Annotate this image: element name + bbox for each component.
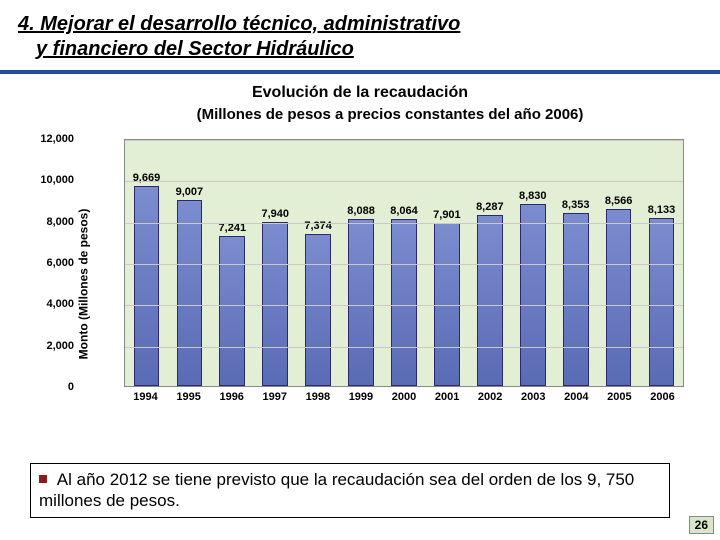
heading-line2: y financiero del Sector Hidráulico	[18, 38, 354, 60]
bar-slot: 9,007	[168, 140, 211, 386]
bar-value-label: 7,374	[304, 220, 332, 232]
bar-value-label: 8,287	[476, 201, 504, 213]
bar-slot: 8,088	[340, 140, 383, 386]
gridline	[125, 347, 683, 348]
chart-subtitle: (Millones de pesos a precios constantes …	[0, 106, 720, 123]
bar-slot: 7,241	[211, 140, 254, 386]
bar-rect	[606, 209, 632, 386]
y-tick-label: 8,000	[40, 216, 80, 228]
bar-value-label: 8,566	[605, 195, 633, 207]
x-tick-label: 2003	[512, 391, 555, 411]
x-tick-label: 1999	[339, 391, 382, 411]
bar-rect	[177, 200, 203, 386]
y-tick-label: 10,000	[40, 174, 80, 186]
x-tick-label: 2000	[382, 391, 425, 411]
bar-rect	[262, 222, 288, 386]
revenue-chart: Monto (Millones de pesos) 9,6699,0077,24…	[10, 129, 710, 439]
gridline	[125, 181, 683, 182]
gridline	[125, 264, 683, 265]
x-tick-label: 2005	[598, 391, 641, 411]
bar-slot: 8,133	[640, 140, 683, 386]
x-tick-label: 2002	[469, 391, 512, 411]
bar-rect	[649, 218, 675, 386]
bar-value-label: 8,064	[390, 205, 418, 217]
footnote-box: Al año 2012 se tiene previsto que la rec…	[30, 463, 670, 518]
bar-slot: 8,566	[597, 140, 640, 386]
bar-rect	[348, 219, 374, 386]
bar-slot: 7,374	[297, 140, 340, 386]
chart-title: Evolución de la recaudación	[0, 84, 720, 102]
bar-slot: 8,064	[383, 140, 426, 386]
x-tick-label: 1996	[210, 391, 253, 411]
gridline	[125, 223, 683, 224]
bar-slot: 8,830	[511, 140, 554, 386]
bar-slot: 8,287	[468, 140, 511, 386]
bar-rect	[219, 236, 245, 386]
bar-value-label: 9,007	[176, 186, 204, 198]
y-tick-label: 0	[40, 381, 80, 393]
x-axis: 1994199519961997199819992000200120022003…	[124, 391, 684, 411]
gridline	[125, 305, 683, 306]
bar-value-label: 9,669	[133, 172, 161, 184]
section-heading: 4. Mejorar el desarrollo técnico, admini…	[0, 0, 720, 62]
bar-rect	[520, 204, 546, 386]
x-tick-label: 2001	[426, 391, 469, 411]
bar-rect	[305, 234, 331, 386]
bar-slot: 7,901	[425, 140, 468, 386]
bar-value-label: 7,940	[261, 208, 289, 220]
bars-container: 9,669 9,007 7,241 7,940 7,374 8,088 8,064 7,901…	[125, 140, 683, 386]
bar-slot: 8,353	[554, 140, 597, 386]
x-tick-label: 1994	[124, 391, 167, 411]
bar-value-label: 8,133	[648, 204, 676, 216]
footnote-text: Al año 2012 se tiene previsto que la rec…	[39, 470, 634, 509]
y-tick-label: 2,000	[40, 340, 80, 352]
bar-rect	[563, 213, 589, 386]
plot-wrap: 9,669 9,007 7,241 7,940 7,374 8,088 8,064 7,901…	[82, 129, 692, 409]
y-tick-label: 4,000	[40, 298, 80, 310]
bar-value-label: 8,830	[519, 190, 547, 202]
bar-slot: 7,940	[254, 140, 297, 386]
bar-value-label: 8,353	[562, 199, 590, 211]
gridline	[125, 140, 683, 141]
x-tick-label: 1998	[296, 391, 339, 411]
y-tick-label: 6,000	[40, 257, 80, 269]
x-tick-label: 2006	[641, 391, 684, 411]
bullet-icon	[39, 475, 47, 483]
bar-slot: 9,669	[125, 140, 168, 386]
page-number: 26	[689, 516, 714, 534]
heading-line1: 4. Mejorar el desarrollo técnico, admini…	[18, 13, 460, 35]
x-tick-label: 2004	[555, 391, 598, 411]
y-tick-label: 12,000	[40, 133, 80, 145]
bar-value-label: 7,241	[219, 222, 247, 234]
plot-area: 9,669 9,007 7,241 7,940 7,374 8,088 8,064 7,901…	[124, 139, 684, 387]
bar-rect	[134, 186, 160, 386]
bar-rect	[477, 215, 503, 386]
bar-value-label: 7,901	[433, 209, 461, 221]
x-tick-label: 1995	[167, 391, 210, 411]
x-tick-label: 1997	[253, 391, 296, 411]
bar-value-label: 8,088	[347, 205, 375, 217]
bar-rect	[391, 219, 417, 386]
divider-rule	[0, 70, 720, 74]
